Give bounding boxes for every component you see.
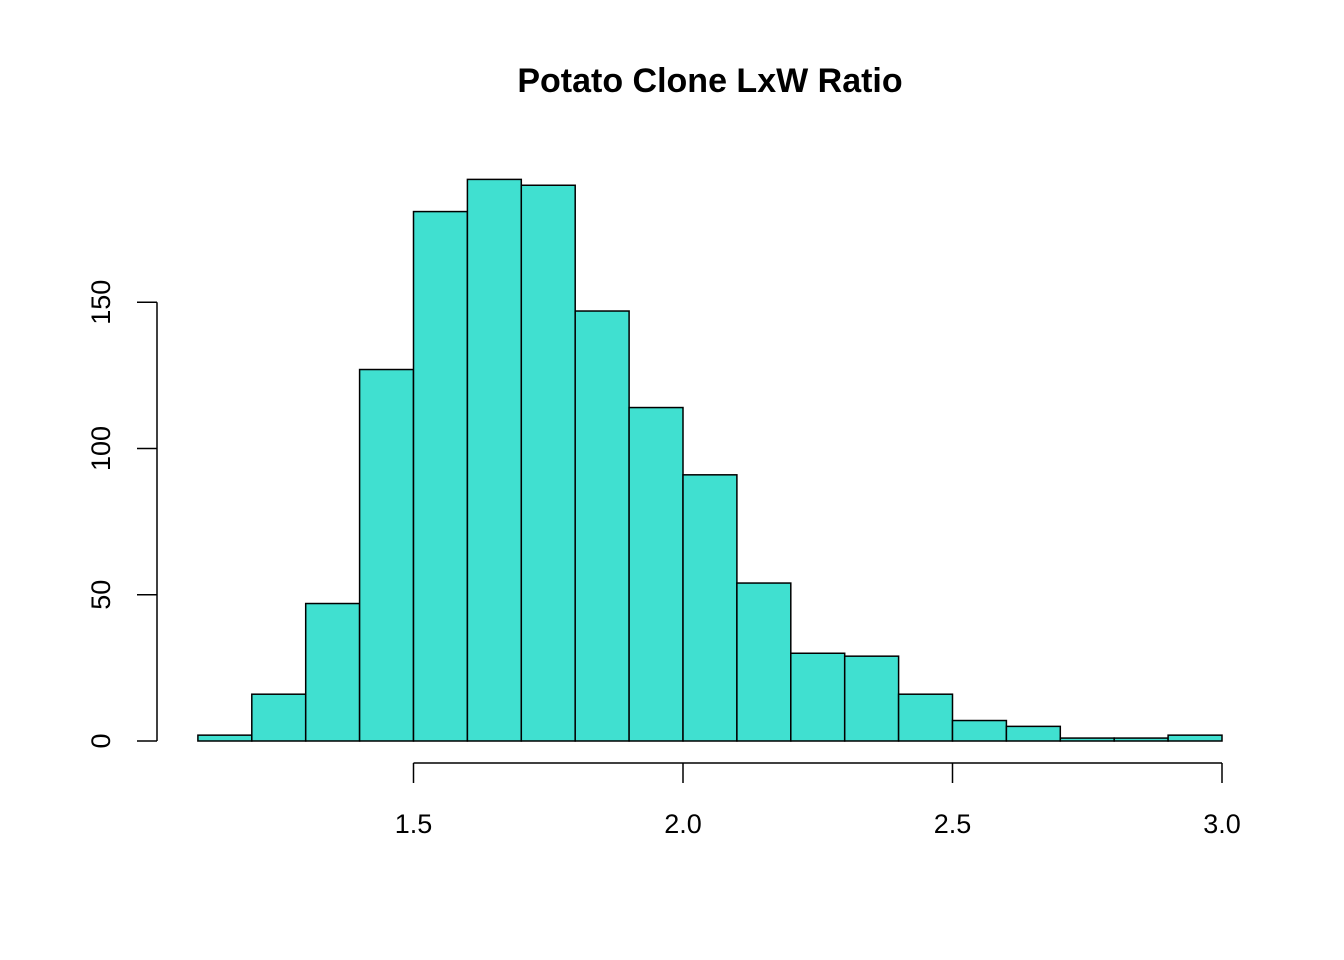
chart-title: Potato Clone LxW Ratio <box>517 62 902 100</box>
histogram-bar <box>1167 734 1223 742</box>
x-tick-label: 1.5 <box>395 809 433 839</box>
histogram-bar <box>197 734 253 742</box>
y-tick-label: 50 <box>86 580 116 610</box>
histogram-bar <box>628 406 684 742</box>
histogram-bar <box>466 178 523 742</box>
histogram-bar <box>682 474 738 742</box>
x-tick-label: 2.0 <box>664 809 702 839</box>
histogram-bar <box>1005 725 1062 742</box>
histogram-bar <box>843 655 900 742</box>
y-axis: 0 50 100 150 <box>86 280 158 749</box>
x-tick-label: 3.0 <box>1203 809 1241 839</box>
histogram-bar <box>1113 737 1169 742</box>
histogram-bar <box>251 693 307 742</box>
x-axis: 1.5 2.0 2.5 3.0 <box>395 762 1241 839</box>
histogram-bar <box>412 210 469 742</box>
y-tick-label: 150 <box>86 280 116 325</box>
x-tick-label: 2.5 <box>934 809 972 839</box>
histogram-bar <box>736 582 792 742</box>
histogram-bar <box>358 368 415 742</box>
histogram-bar <box>520 184 576 742</box>
y-tick-label: 0 <box>86 733 116 748</box>
histogram-bar <box>951 719 1008 742</box>
histogram-bar <box>574 310 630 742</box>
histogram-bar <box>897 693 954 742</box>
histogram-bar <box>1059 737 1115 742</box>
histogram-bar <box>304 602 361 742</box>
histogram-bar <box>790 652 846 742</box>
y-tick-label: 100 <box>86 426 116 471</box>
bars-layer <box>197 178 1223 742</box>
